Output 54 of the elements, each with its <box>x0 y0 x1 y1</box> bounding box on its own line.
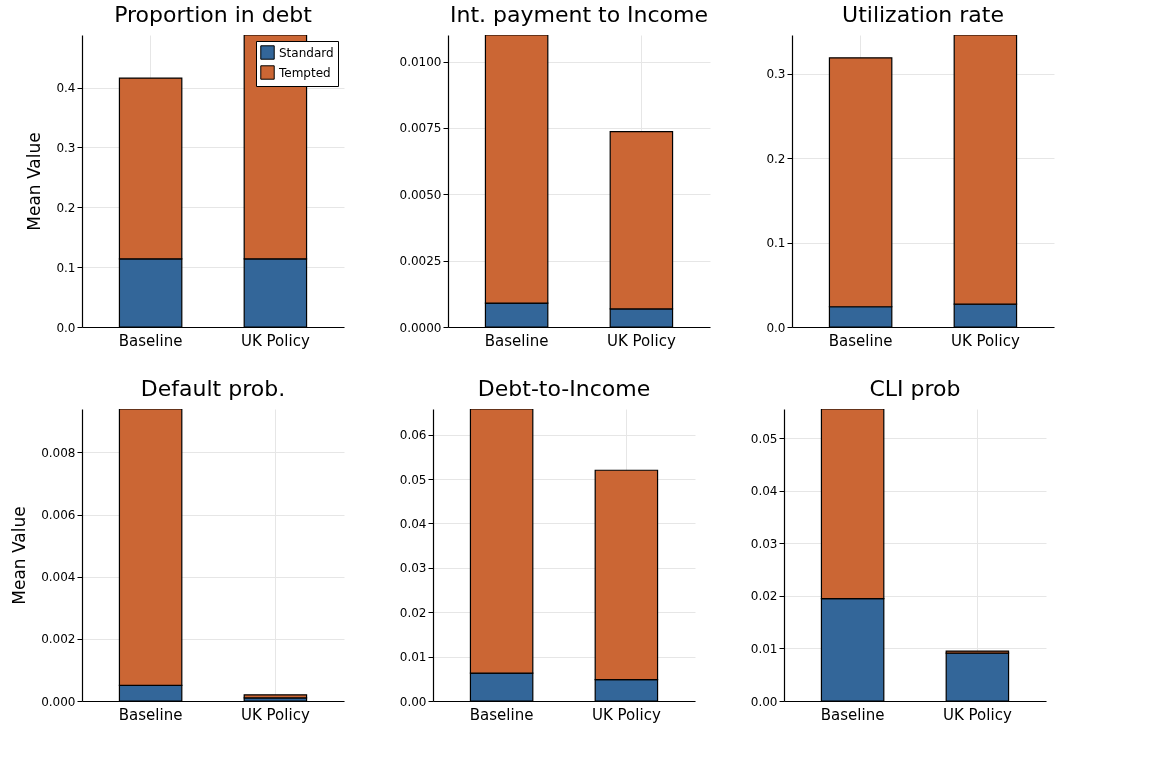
x-tick-label: Baseline <box>118 331 183 350</box>
y-tick-label: 0.1 <box>56 260 76 275</box>
y-tick-label: 0.03 <box>750 536 778 551</box>
y-tick-label: 0.01 <box>399 650 427 665</box>
x-tick-label: Baseline <box>484 331 549 350</box>
x-tick-label: UK Policy <box>241 705 310 724</box>
y-tick-label: 0.000 <box>41 694 76 709</box>
legend-label: Tempted <box>278 65 331 80</box>
y-tick-label: 0.002 <box>41 632 76 647</box>
x-tick-label: Baseline <box>828 331 893 350</box>
y-tick-label: 0.01 <box>750 641 778 656</box>
y-tick-label: 0.04 <box>750 484 778 499</box>
y-tick-label: 0.4 <box>56 81 76 96</box>
y-tick-label: 0.1 <box>766 236 786 251</box>
chart-title: Proportion in debt <box>114 2 313 27</box>
y-tick-label: 0.0000 <box>399 320 442 335</box>
x-tick-label: UK Policy <box>951 331 1020 350</box>
y-tick-label: 0.0025 <box>399 254 442 269</box>
y-tick-label: 0.3 <box>766 67 786 82</box>
chart-title: Utilization rate <box>842 2 1004 27</box>
y-tick-label: 0.0075 <box>399 121 442 136</box>
y-tick-label: 0.00 <box>750 694 778 709</box>
y-tick-label: 0.03 <box>399 561 427 576</box>
y-tick-label: 0.2 <box>766 151 786 166</box>
y-tick-label: 0.006 <box>41 508 76 523</box>
y-tick-label: 0.02 <box>750 589 778 604</box>
y-tick-label: 0.02 <box>399 605 427 620</box>
y-tick-label: 0.0 <box>56 320 76 335</box>
y-tick-label: 0.05 <box>750 431 778 446</box>
x-tick-label: UK Policy <box>607 331 676 350</box>
chart-title: Default prob. <box>140 376 286 401</box>
y-tick-label: 0.0050 <box>399 187 442 202</box>
x-tick-label: Baseline <box>469 705 534 724</box>
x-tick-label: UK Policy <box>241 331 310 350</box>
y-tick-label: 0.05 <box>399 472 427 487</box>
y-tick-label: 0.06 <box>399 428 427 443</box>
y-tick-label: 0.0 <box>766 320 786 335</box>
y-tick-label: 0.00 <box>399 694 427 709</box>
legend-label: Standard <box>279 45 334 60</box>
x-tick-label: Baseline <box>820 705 885 724</box>
x-tick-label: UK Policy <box>592 705 661 724</box>
y-tick-label: 0.04 <box>399 516 427 531</box>
y-axis-title: Mean Value <box>24 132 45 231</box>
y-tick-label: 0.3 <box>56 140 76 155</box>
x-tick-label: Baseline <box>118 705 183 724</box>
chart-title: CLI prob <box>869 376 961 401</box>
chart-title: Int. payment to Income <box>449 2 709 27</box>
y-tick-label: 0.2 <box>56 200 76 215</box>
y-tick-label: 0.008 <box>41 445 76 460</box>
y-tick-label: 0.004 <box>41 570 76 585</box>
x-tick-label: UK Policy <box>943 705 1012 724</box>
y-tick-label: 0.0100 <box>399 55 442 70</box>
chart-title: Debt-to-Income <box>477 376 651 401</box>
y-axis-title: Mean Value <box>9 506 30 605</box>
